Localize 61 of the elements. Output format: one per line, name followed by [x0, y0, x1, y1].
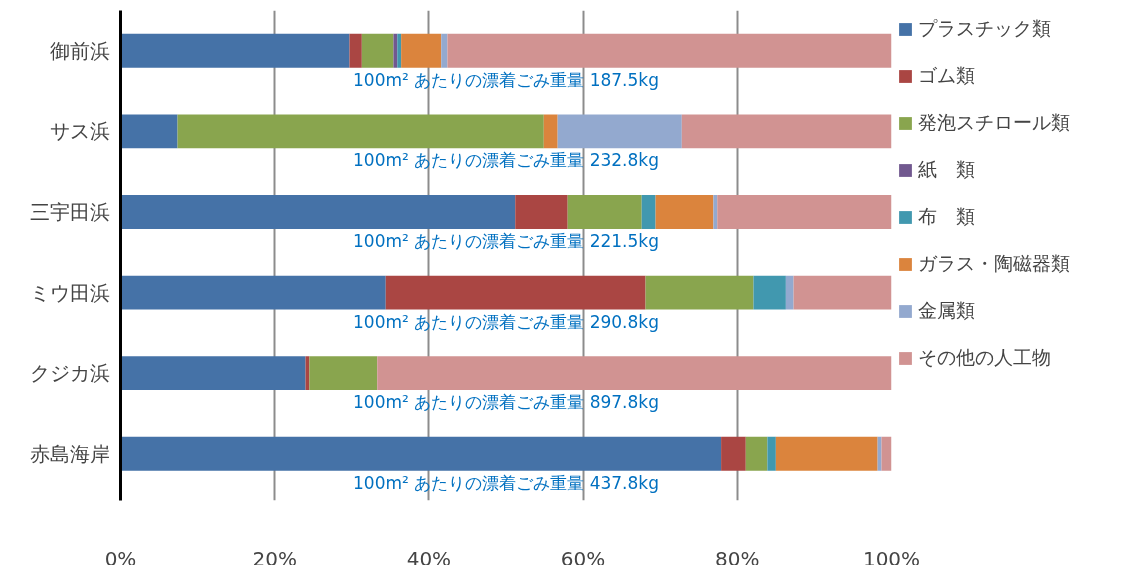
bar — [309, 356, 378, 391]
bar — [120, 33, 350, 68]
bar — [745, 436, 768, 471]
bar — [120, 436, 722, 471]
bar — [655, 195, 714, 229]
bar — [753, 275, 786, 310]
x-tick-label: 100% — [862, 546, 921, 565]
x-tick-label: 40% — [406, 546, 452, 565]
y-tick-label: クジカ浜 — [29, 361, 110, 386]
bar — [377, 356, 892, 391]
bar — [557, 114, 682, 149]
bar — [767, 436, 776, 471]
bar — [120, 356, 306, 391]
x-tick-label: 60% — [560, 546, 606, 565]
bar — [120, 195, 516, 229]
legend-label: ガラス・陶磁器類 — [918, 251, 1070, 276]
bar — [543, 114, 558, 149]
legend-label: 紙 類 — [918, 157, 975, 182]
y-tick-label: 赤島海岸 — [29, 441, 110, 466]
annotation: 100m² あたりの漂着ごみ重量 897.8kg — [353, 392, 659, 413]
bar — [785, 275, 794, 310]
x-tick-label: 20% — [252, 546, 297, 565]
y-tick-label: ミウ田浜 — [29, 280, 110, 305]
annotation: 100m² あたりの漂着ごみ重量 290.8kg — [353, 311, 659, 332]
x-tick-label: 0% — [104, 546, 137, 565]
legend-label: プラスチック類 — [918, 16, 1051, 41]
bar — [717, 195, 892, 229]
bar — [447, 33, 892, 68]
bar — [641, 195, 656, 229]
annotation: 100m² あたりの漂着ごみ重量 232.8kg — [353, 150, 659, 171]
bar — [120, 114, 178, 149]
bar — [120, 275, 386, 310]
annotation: 100m² あたりの漂着ごみ重量 187.5kg — [353, 69, 659, 90]
x-tick-label: 80% — [715, 546, 760, 565]
y-tick-label: 御前浜 — [49, 38, 110, 63]
bar — [681, 114, 892, 149]
bar — [567, 195, 642, 229]
legend-label: ゴム類 — [918, 63, 975, 88]
legend-label: 発泡スチロール類 — [918, 110, 1070, 135]
bar — [385, 275, 646, 310]
bar — [645, 275, 754, 310]
y-tick-label: サス浜 — [49, 119, 110, 144]
bar — [721, 436, 746, 471]
legend-label: その他の人工物 — [918, 345, 1051, 370]
bar — [881, 436, 892, 471]
annotation: 100m² あたりの漂着ごみ重量 437.8kg — [353, 472, 659, 493]
bar — [393, 33, 398, 68]
legend-label: 金属類 — [918, 298, 975, 323]
bar — [713, 195, 718, 229]
bar — [397, 33, 402, 68]
bar — [177, 114, 544, 149]
y-tick-label: 三宇田浜 — [29, 199, 110, 224]
bar — [441, 33, 448, 68]
bar — [401, 33, 442, 68]
bar — [349, 33, 362, 68]
legend-label: 布 類 — [918, 204, 975, 229]
bar — [361, 33, 394, 68]
annotation: 100m² あたりの漂着ごみ重量 221.5kg — [353, 230, 659, 251]
bar — [775, 436, 878, 471]
bar — [793, 275, 892, 310]
bar — [515, 195, 568, 229]
